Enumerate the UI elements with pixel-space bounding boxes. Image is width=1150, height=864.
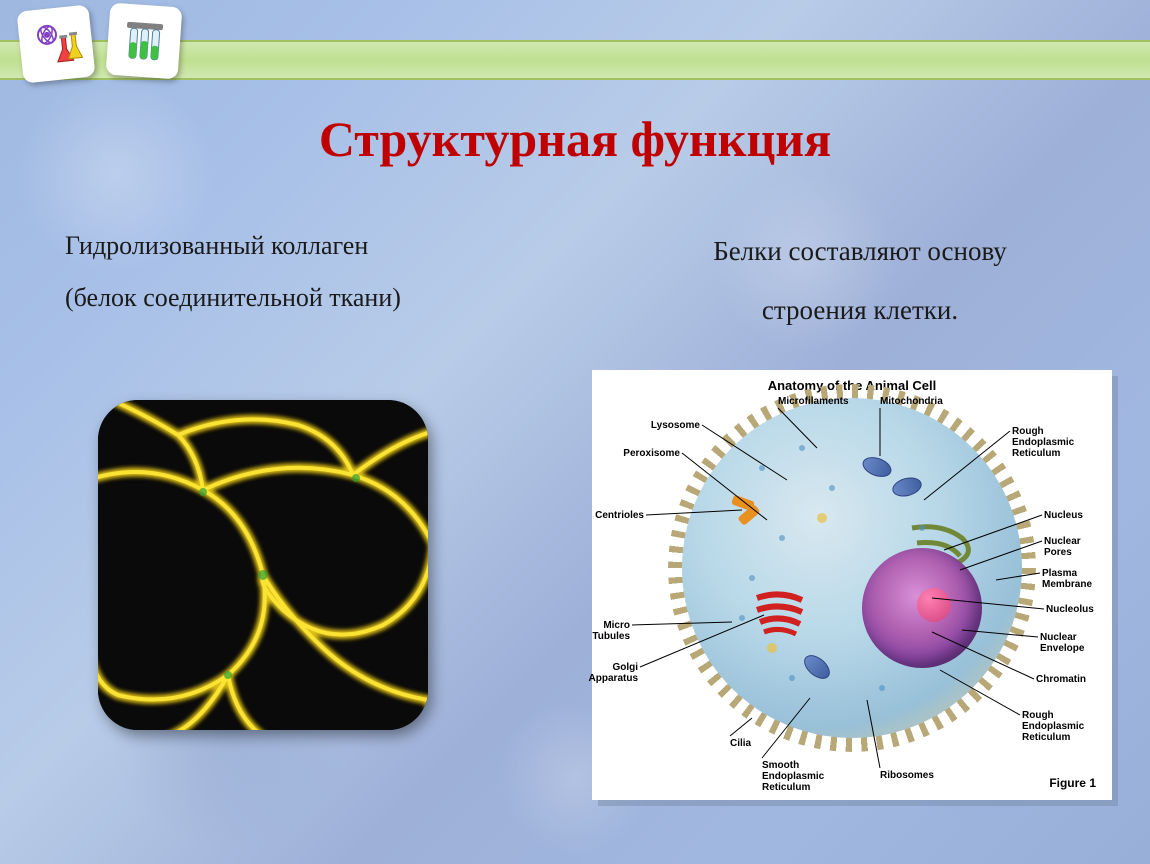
cell-label-nuclear-envelope: NuclearEnvelope [1040, 632, 1084, 654]
cell-label-rer-top: RoughEndoplasmicReticulum [1012, 426, 1074, 459]
left-caption-line1: Гидролизованный коллаген [65, 220, 515, 272]
animal-cell-diagram: Anatomy of the Animal Cell [592, 370, 1112, 800]
cell-label-nuclear-pores: NuclearPores [1044, 536, 1081, 558]
left-caption: Гидролизованный коллаген (белок соединит… [65, 220, 515, 324]
right-caption-line1: Белки составляют основу [600, 222, 1120, 281]
cell-label-centrioles: Centrioles [564, 510, 644, 521]
cell-label-golgi: GolgiApparatus [558, 662, 638, 684]
cell-label-peroxisome: Peroxisome [600, 448, 680, 459]
cell-label-rer-bottom: RoughEndoplasmicReticulum [1022, 710, 1084, 743]
cell-label-cilia: Cilia [730, 738, 751, 749]
cell-label-microfilaments: Microfilaments [778, 396, 849, 407]
cell-label-nucleolus: Nucleolus [1046, 604, 1094, 615]
left-caption-line2: (белок соединительной ткани) [65, 272, 515, 324]
cell-label-plasma-membrane: PlasmaMembrane [1042, 568, 1092, 590]
figure-number: Figure 1 [1049, 776, 1096, 790]
cell-label-ser: SmoothEndoplasmicReticulum [762, 760, 824, 793]
right-caption: Белки составляют основу строения клетки. [600, 222, 1120, 341]
cytoplasm-dots [682, 398, 1022, 738]
cell-label-microtubules: MicroTubules [550, 620, 630, 642]
right-caption-line2: строения клетки. [600, 281, 1120, 340]
chemistry-icon [16, 4, 95, 83]
cell-label-chromatin: Chromatin [1036, 674, 1086, 685]
cell-body [682, 398, 1022, 738]
test-tubes-icon [106, 3, 183, 80]
cell-label-lysosome: Lysosome [620, 420, 700, 431]
cell-label-nucleus: Nucleus [1044, 510, 1083, 521]
cell-label-ribosomes: Ribosomes [880, 770, 934, 781]
cell-label-mitochondria: Mitochondria [880, 396, 943, 407]
slide-title: Структурная функция [319, 110, 831, 168]
collagen-micrograph [98, 400, 428, 730]
